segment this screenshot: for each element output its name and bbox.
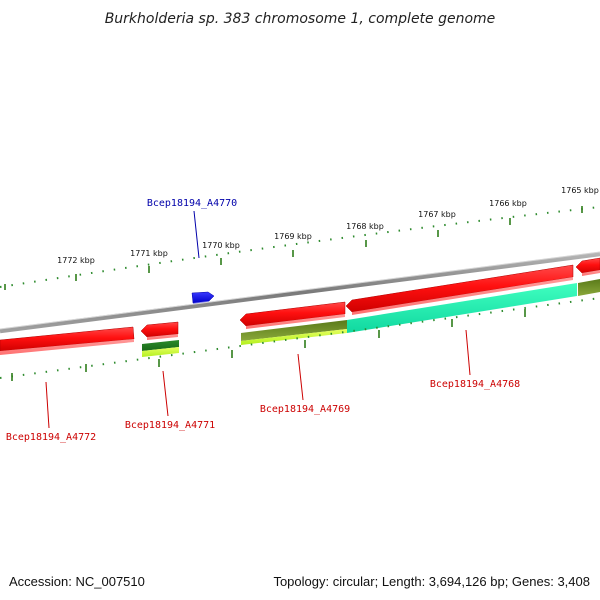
scale-label-1769: 1769 kbp (274, 232, 312, 241)
feature-block-olive-right (578, 279, 600, 296)
gene-arrow-A4771-shade (147, 334, 178, 340)
gene-arrow-A4769-shade (246, 314, 345, 329)
scale-label-1771: 1771 kbp (130, 249, 168, 258)
leader-A4768 (465, 329, 471, 376)
feature-block-green (142, 340, 179, 351)
feature-block-olive (241, 320, 347, 341)
scale-label-1770: 1770 kbp (202, 241, 240, 250)
gene-label-A4771[interactable]: Bcep18194_A4771 (125, 420, 215, 431)
genome-backbone (0, 251, 600, 334)
gene-labels: Bcep18194_A4770 Bcep18194_A4772 Bcep1819… (6, 198, 520, 443)
feature-block-aqua (347, 283, 577, 333)
leader-A4772 (45, 381, 50, 429)
scale-labels: 1772 kbp 1771 kbp 1770 kbp 1769 kbp 1768… (57, 186, 599, 265)
scale-label-1768: 1768 kbp (346, 222, 384, 231)
gene-arrow-A4772-shade (0, 339, 134, 355)
leader-A4770 (193, 210, 200, 259)
gene-arrow-A4769[interactable] (239, 301, 346, 327)
gene-label-A4772[interactable]: Bcep18194_A4772 (6, 432, 96, 443)
scale-label-1772: 1772 kbp (57, 256, 95, 265)
accession-text: Accession: NC_007510 (9, 574, 145, 589)
leader-A4771 (162, 370, 169, 417)
gene-arrow-partial-right-shade (582, 270, 600, 276)
genome-backbone-highlight (0, 251, 600, 330)
gene-arrow-A4768[interactable] (345, 264, 574, 313)
scale-label-1765: 1765 kbp (561, 186, 599, 195)
gene-label-A4768[interactable]: Bcep18194_A4768 (430, 379, 520, 390)
leader-A4769 (297, 353, 304, 401)
map-title: Burkholderia sp. 383 chromosome 1, compl… (105, 11, 496, 27)
feature-block-lime (142, 347, 179, 357)
gene-arrow-A4771[interactable] (140, 321, 179, 338)
gene-label-A4769[interactable]: Bcep18194_A4769 (260, 404, 350, 415)
feature-blocks (142, 279, 600, 357)
outer-tick-ring (0, 206, 600, 290)
scale-label-1766: 1766 kbp (489, 199, 527, 208)
gene-arrow-partial-right[interactable] (575, 257, 600, 274)
inner-tick-ring (0, 297, 600, 381)
gene-arrow-A4768-shade (352, 277, 573, 315)
label-leaders (45, 210, 471, 429)
gene-arrow-A4770[interactable] (191, 291, 215, 304)
scale-label-1767: 1767 kbp (418, 210, 456, 219)
feature-block-lime-2 (241, 329, 347, 345)
reverse-strand-genes (0, 257, 600, 355)
genome-summary-text: Topology: circular; Length: 3,694,126 bp… (273, 574, 590, 589)
gene-label-A4770[interactable]: Bcep18194_A4770 (147, 198, 237, 209)
